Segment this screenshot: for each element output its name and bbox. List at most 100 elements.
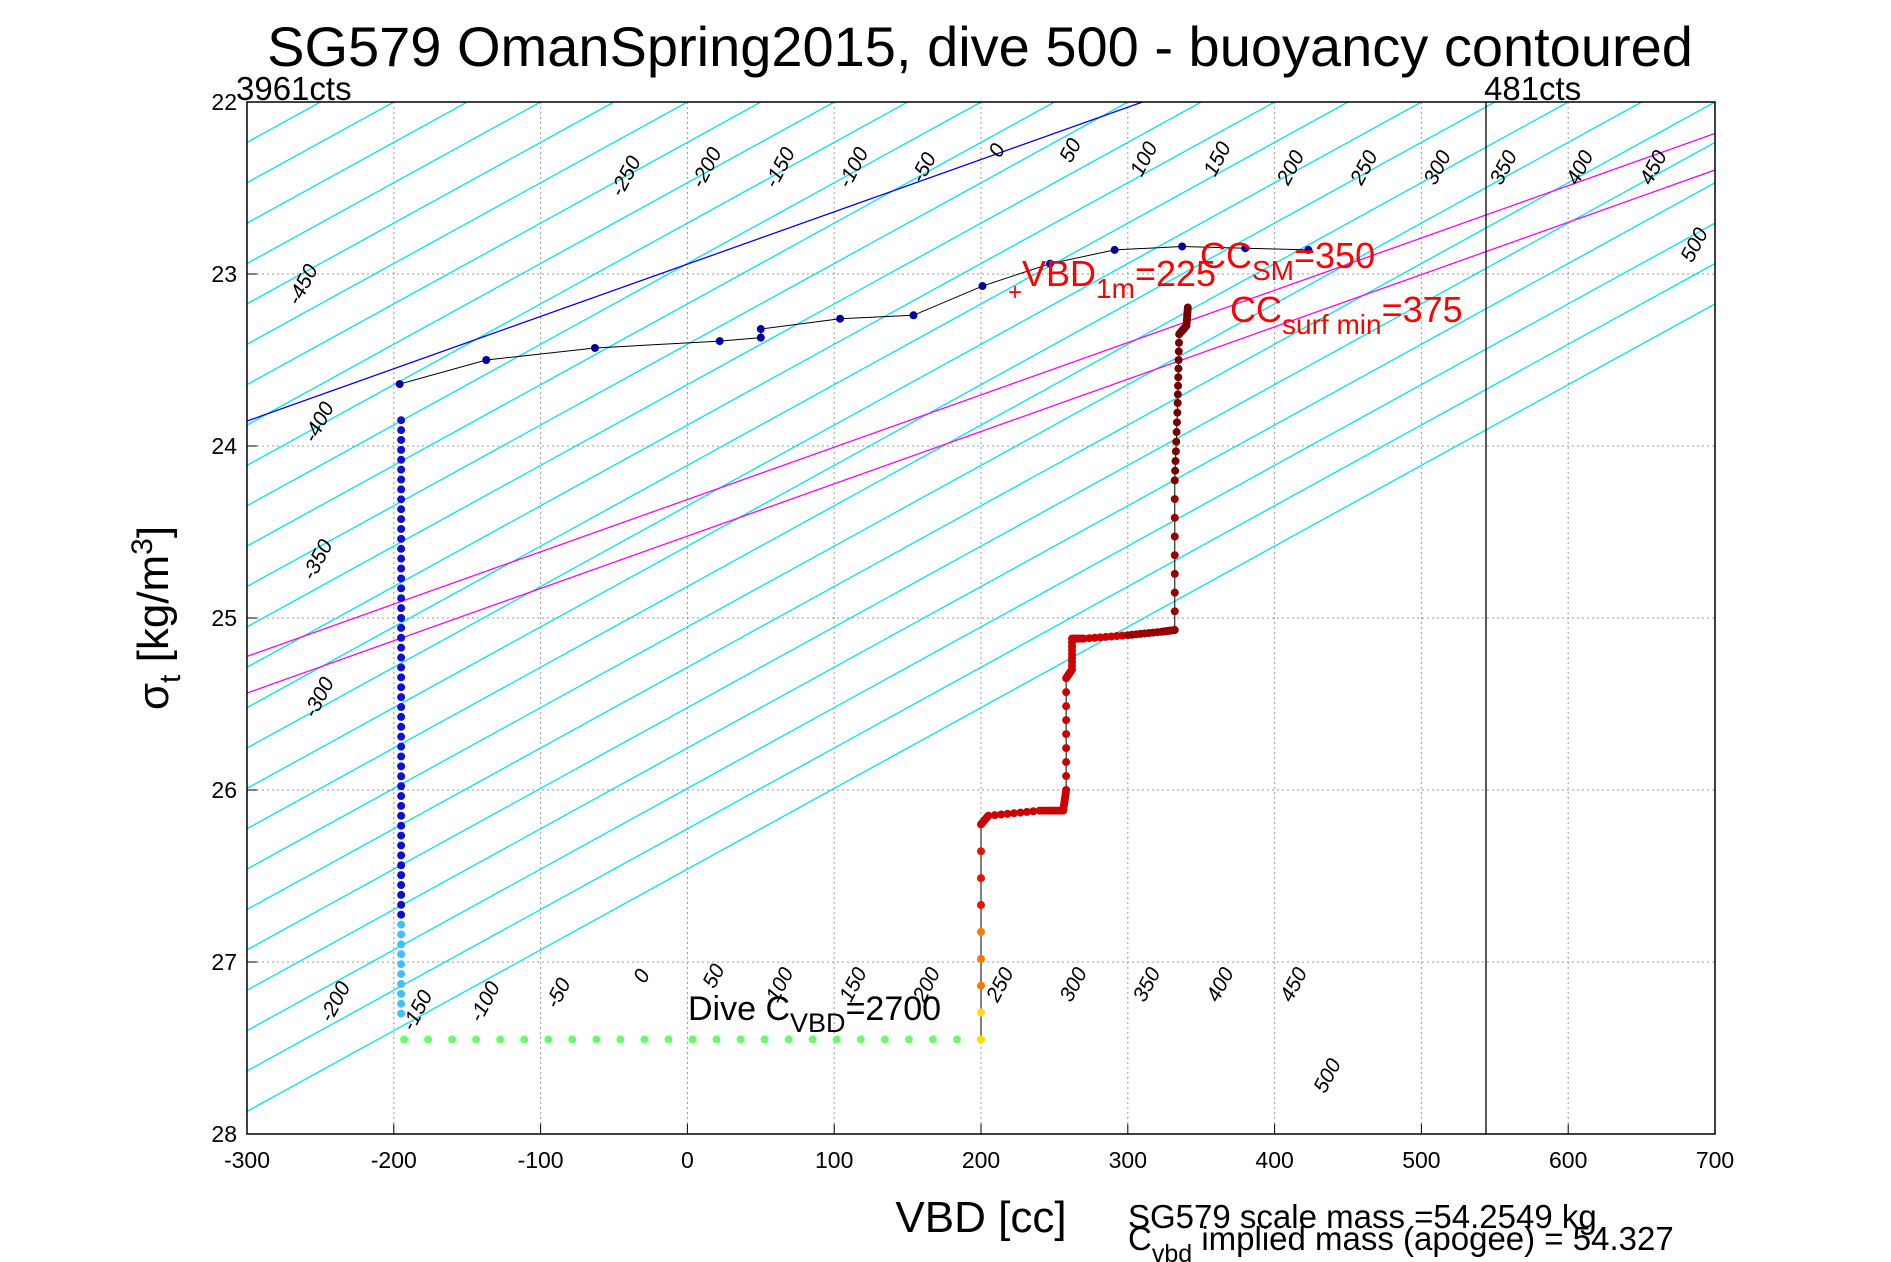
climb-point bbox=[397, 910, 406, 919]
contour-label: 350 bbox=[1129, 964, 1166, 1006]
x-tick-label: -100 bbox=[518, 1147, 564, 1173]
climb-profile-line bbox=[399, 245, 1309, 385]
x-tick-label: 700 bbox=[1696, 1147, 1734, 1173]
climb-profile-point bbox=[482, 356, 491, 364]
climb-point bbox=[397, 851, 406, 860]
contour-line bbox=[247, 102, 1349, 709]
dive-point bbox=[400, 1035, 409, 1044]
climb-point bbox=[397, 831, 406, 840]
cc-surf-min-label: CCsurf min=375 bbox=[1230, 289, 1463, 340]
dive-point bbox=[448, 1035, 457, 1044]
contour-line bbox=[247, 102, 982, 507]
contour-line bbox=[247, 182, 1715, 992]
climb-point bbox=[397, 584, 406, 593]
dive-profile-point bbox=[1010, 809, 1019, 818]
climb-profile-point bbox=[1304, 245, 1313, 254]
climb-point bbox=[397, 515, 406, 524]
climb-point bbox=[397, 881, 406, 890]
contour-label: 500 bbox=[1676, 224, 1713, 266]
contour-label: -200 bbox=[687, 144, 727, 192]
climb-point bbox=[397, 505, 406, 514]
contour-label: 350 bbox=[1485, 147, 1522, 189]
climb-point bbox=[397, 930, 406, 939]
implied-mass-text: Cvbd implied mass (apogee) = 54.327 bbox=[1128, 1220, 1674, 1262]
climb-point bbox=[397, 821, 406, 830]
dive-profile-point bbox=[1173, 408, 1182, 417]
x-tick-label: 300 bbox=[1109, 1147, 1147, 1173]
dive-point bbox=[544, 1035, 553, 1044]
climb-point bbox=[397, 861, 406, 870]
dive-profile-point bbox=[1174, 373, 1183, 382]
climb-point bbox=[397, 604, 406, 613]
contour-line bbox=[247, 102, 1642, 870]
dive-profile-point bbox=[977, 847, 985, 856]
climb-point bbox=[397, 485, 406, 494]
climb-point bbox=[397, 416, 406, 425]
dive-profile-point bbox=[1183, 303, 1192, 312]
contour-label: -300 bbox=[299, 673, 339, 721]
climb-profile-point bbox=[1178, 242, 1187, 251]
climb-point bbox=[397, 792, 406, 801]
dive-point bbox=[808, 1035, 817, 1044]
climb-point bbox=[397, 871, 406, 880]
climb-point bbox=[397, 1009, 406, 1018]
contour-label: 500 bbox=[1309, 1055, 1346, 1097]
climb-point bbox=[397, 890, 406, 899]
contour-labels: -450 -400 -350 -300 -250 -200 -150 -100 -50 0 50 10… bbox=[283, 135, 1713, 1097]
dive-profile-point bbox=[1174, 347, 1183, 356]
contour-label: 50 bbox=[698, 960, 729, 992]
dive-point bbox=[664, 1035, 673, 1044]
dive-profile-point bbox=[990, 811, 999, 820]
contour-label: 0 bbox=[984, 140, 1010, 161]
x-tick-label: -200 bbox=[371, 1147, 417, 1173]
y-tick-label: 27 bbox=[211, 949, 237, 975]
dive-profile-point bbox=[1062, 730, 1071, 739]
reference-line-350 bbox=[247, 132, 1715, 658]
contour-line bbox=[247, 102, 1055, 547]
climb-point bbox=[397, 554, 406, 563]
grid bbox=[247, 102, 1715, 1134]
x-tick-label: 200 bbox=[962, 1147, 1000, 1173]
y-tick-label: 24 bbox=[211, 433, 237, 459]
left-counts-label: 3961cts bbox=[236, 70, 352, 107]
contour-line bbox=[247, 222, 1715, 1032]
contour-line bbox=[247, 102, 1202, 628]
contour-label: -100 bbox=[833, 144, 873, 192]
dive-profile-point bbox=[1022, 807, 1031, 816]
x-tick-label: 100 bbox=[815, 1147, 853, 1173]
x-tick-label: 400 bbox=[1255, 1147, 1293, 1173]
dive-point bbox=[424, 1035, 433, 1044]
dive-point bbox=[592, 1035, 601, 1044]
dive-profile-point bbox=[1170, 588, 1179, 597]
dive-point bbox=[496, 1035, 505, 1044]
contour-label: 150 bbox=[1199, 138, 1236, 180]
dive-profile-point bbox=[1062, 744, 1071, 753]
climb-point bbox=[397, 445, 406, 454]
dive-point bbox=[616, 1035, 625, 1044]
climb-point bbox=[397, 534, 406, 543]
climb-point bbox=[397, 623, 406, 632]
climb-profile-point bbox=[1110, 245, 1119, 254]
dive-point bbox=[856, 1035, 865, 1044]
contour-line bbox=[247, 102, 1275, 669]
climb-point bbox=[397, 999, 406, 1008]
climb-profile-point bbox=[978, 282, 987, 291]
dive-point bbox=[952, 1035, 961, 1044]
climb-point bbox=[397, 752, 406, 761]
dive-profile-point bbox=[1029, 807, 1038, 816]
climb-point bbox=[397, 435, 406, 444]
dive-profile-point bbox=[977, 927, 985, 936]
contour-line bbox=[247, 102, 1496, 790]
climb-point bbox=[397, 663, 406, 672]
contour-line bbox=[247, 102, 835, 426]
climb-profile-point bbox=[1045, 259, 1054, 268]
y-tick-label: 22 bbox=[211, 89, 237, 115]
dive-profile-point bbox=[1174, 381, 1183, 390]
x-axis-label: VBD [cc] bbox=[895, 1193, 1066, 1242]
climb-point bbox=[397, 673, 406, 682]
contour-label: 300 bbox=[1419, 147, 1456, 189]
y-tick-label: 25 bbox=[211, 605, 237, 631]
dive-point bbox=[784, 1035, 793, 1044]
dive-profile-point bbox=[984, 811, 993, 820]
y-tick-label: 23 bbox=[211, 261, 237, 287]
